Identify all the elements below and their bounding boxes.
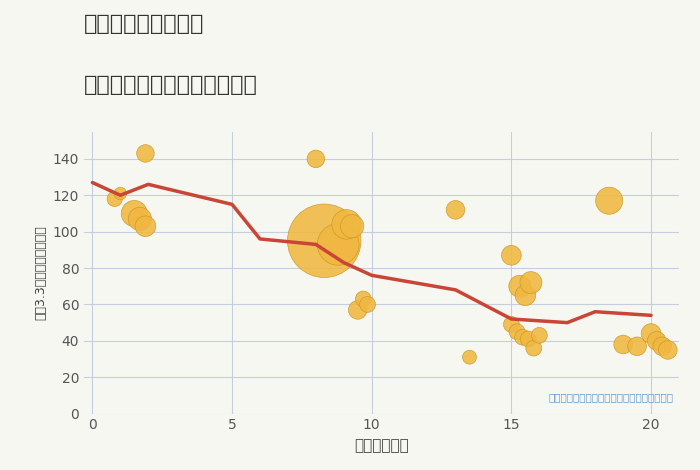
Point [358, 295, 369, 303]
Point [341, 220, 352, 228]
Point [109, 195, 120, 203]
Text: 駅距離別中古マンション価格: 駅距離別中古マンション価格 [84, 75, 258, 95]
Point [617, 341, 629, 348]
Point [464, 353, 475, 361]
Point [140, 149, 151, 157]
Text: 千葉県成田市前林の: 千葉県成田市前林の [84, 14, 204, 34]
Point [517, 333, 528, 341]
Point [506, 321, 517, 328]
X-axis label: 駅距離（分）: 駅距離（分） [354, 438, 409, 453]
Point [129, 210, 140, 217]
Point [523, 335, 534, 343]
Point [310, 155, 321, 163]
Point [645, 330, 657, 337]
Point [603, 197, 615, 204]
Point [533, 332, 545, 339]
Point [346, 222, 358, 230]
Point [140, 222, 151, 230]
Point [662, 346, 673, 354]
Point [525, 279, 536, 286]
Point [528, 345, 539, 352]
Point [520, 291, 531, 299]
Point [651, 337, 662, 345]
Point [332, 241, 344, 248]
Point [512, 328, 523, 336]
Point [134, 215, 146, 223]
Text: 円の大きさは、取引のあった物件面積を示す: 円の大きさは、取引のあった物件面積を示す [548, 392, 673, 402]
Point [631, 343, 643, 350]
Point [318, 237, 330, 244]
Point [362, 301, 373, 308]
Point [450, 206, 461, 213]
Point [657, 343, 668, 350]
Y-axis label: 坪（3.3㎡）単価（万円）: 坪（3.3㎡）単価（万円） [34, 225, 47, 320]
Point [506, 251, 517, 259]
Point [514, 282, 526, 290]
Point [115, 190, 126, 197]
Point [352, 306, 363, 313]
